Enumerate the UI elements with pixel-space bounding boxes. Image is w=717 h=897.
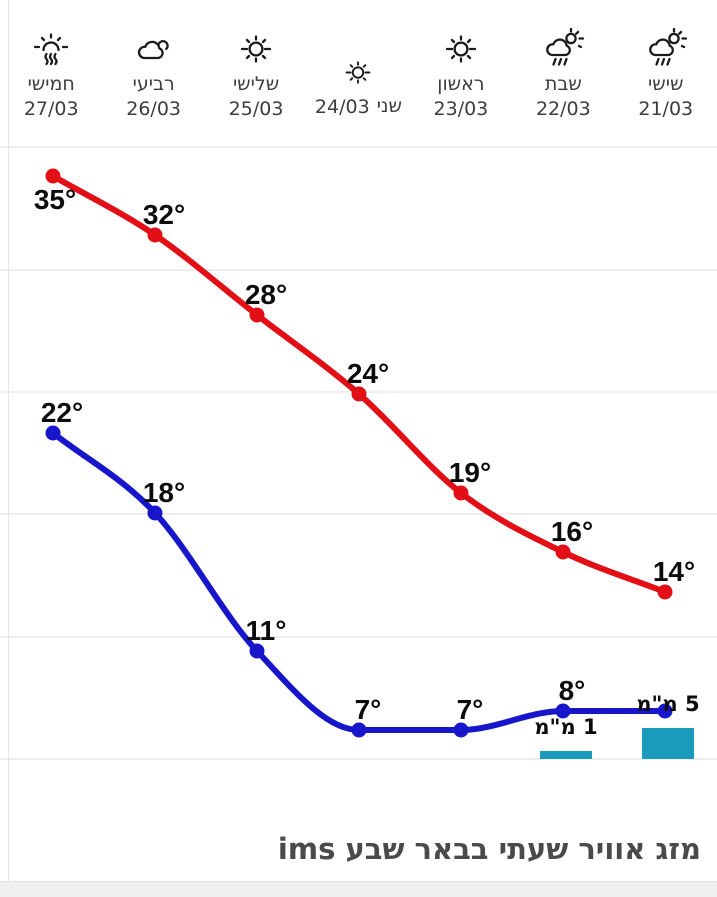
temp-label: 18° [143,477,185,508]
daily-high-point [147,227,163,243]
daily-high-point [45,168,61,184]
sun-heat-icon [29,26,73,72]
daily-low-point [555,703,571,719]
day-column-21/03[interactable]: שישי 21/03 [615,0,717,140]
day-name-date: שני 24/03 [315,94,402,120]
temp-label: 24° [347,358,389,389]
temp-label: 35° [34,184,76,215]
daily-high-point [555,544,571,560]
day-name: חמישי [27,73,75,95]
precipitation-label: 5 מ"מ [636,692,700,716]
sun-icon [340,52,376,92]
precipitation-bar [642,728,694,759]
sun-rain-icon [642,26,690,72]
temp-label: 19° [449,457,491,488]
temp-label: 22° [41,397,83,428]
day-name: שבת [544,73,582,95]
cloud-icon [130,26,178,72]
day-column-24/03[interactable]: שני 24/03 [307,0,409,140]
daily-low-point [453,722,469,738]
temp-label: 11° [246,615,287,646]
daily-high-point [249,307,265,323]
day-date: 23/03 [433,98,489,120]
day-name: שני [376,95,403,117]
left-border-line [8,0,9,881]
day-column-22/03[interactable]: שבת 22/03 [512,0,614,140]
daily-high-point [657,584,673,600]
bottom-strip [0,881,717,897]
daily-low-point [45,425,61,441]
temp-label: 28° [245,279,287,310]
chart-title: מזג אוויר שעתי בבאר שבע ims [277,832,701,866]
day-date: 26/03 [126,98,182,120]
daily-low-point [249,643,265,659]
day-name: שלישי [232,73,280,95]
temp-label: 14° [653,556,695,587]
temp-label: 7° [457,694,484,725]
daily-low-point [147,505,163,521]
day-date: 27/03 [23,98,79,120]
day-name: שישי [648,73,684,95]
temp-label: 32° [143,199,185,230]
daily-low-point [351,722,367,738]
day-name: ראשון [437,73,485,95]
precipitation-label: 1 מ"מ [534,715,598,739]
day-date: 21/03 [638,98,694,120]
day-column-23/03[interactable]: ראשון 23/03 [410,0,512,140]
day-column-27/03[interactable]: חמישי 27/03 [0,0,102,140]
sun-icon [439,26,483,72]
temp-label: 7° [355,694,382,725]
day-date: 25/03 [228,98,284,120]
temp-label: 16° [551,516,593,547]
daily-low-point [657,703,673,719]
sun-icon [234,26,278,72]
day-date: 24/03 [314,96,370,118]
day-date: 22/03 [535,98,591,120]
daily-high-point [351,386,367,402]
day-column-26/03[interactable]: רביעי 26/03 [102,0,204,140]
precipitation-bar [540,751,592,759]
sun-rain-icon [539,26,587,72]
temp-label: 8° [559,675,586,706]
forecast-days-header: חמישי 27/03 רביעי 26/03 שלישי 25/03 שני 24/0… [0,0,717,140]
day-column-25/03[interactable]: שלישי 25/03 [205,0,307,140]
daily-high-point [453,485,469,501]
day-name: רביעי [132,73,175,95]
